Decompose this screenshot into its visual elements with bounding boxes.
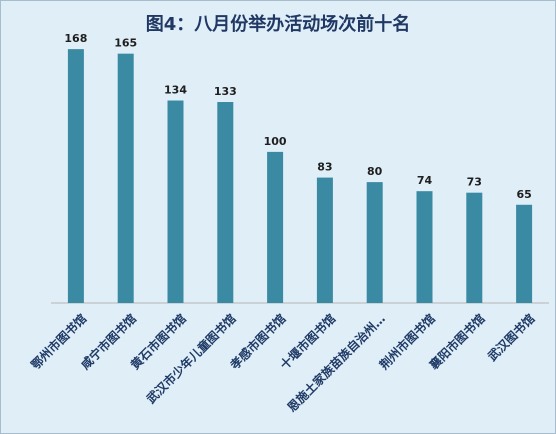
bar bbox=[217, 102, 234, 304]
data-label: 73 bbox=[467, 176, 482, 189]
data-label: 133 bbox=[214, 85, 237, 98]
bar bbox=[117, 53, 134, 303]
data-label: 65 bbox=[516, 188, 531, 201]
bar bbox=[167, 100, 184, 303]
data-label: 74 bbox=[417, 174, 433, 187]
data-label: 80 bbox=[367, 165, 383, 178]
bar bbox=[416, 191, 433, 303]
category-label: 武汉市少年儿童图书馆 bbox=[143, 311, 238, 406]
category-label: 恩施土家族苗族自治州… bbox=[284, 311, 388, 415]
category-label: 武汉图书馆 bbox=[484, 311, 537, 364]
bar bbox=[516, 204, 533, 303]
data-label: 168 bbox=[64, 32, 87, 45]
data-label: 83 bbox=[317, 161, 332, 174]
bar bbox=[466, 192, 483, 303]
bar bbox=[267, 151, 284, 303]
bar bbox=[67, 49, 84, 304]
bar bbox=[316, 177, 333, 303]
chart-title: 图4：八月份举办活动场次前十名 bbox=[145, 14, 411, 35]
data-label: 100 bbox=[264, 135, 287, 148]
data-label: 165 bbox=[114, 37, 137, 50]
bar bbox=[366, 182, 383, 303]
data-label: 134 bbox=[164, 84, 187, 97]
